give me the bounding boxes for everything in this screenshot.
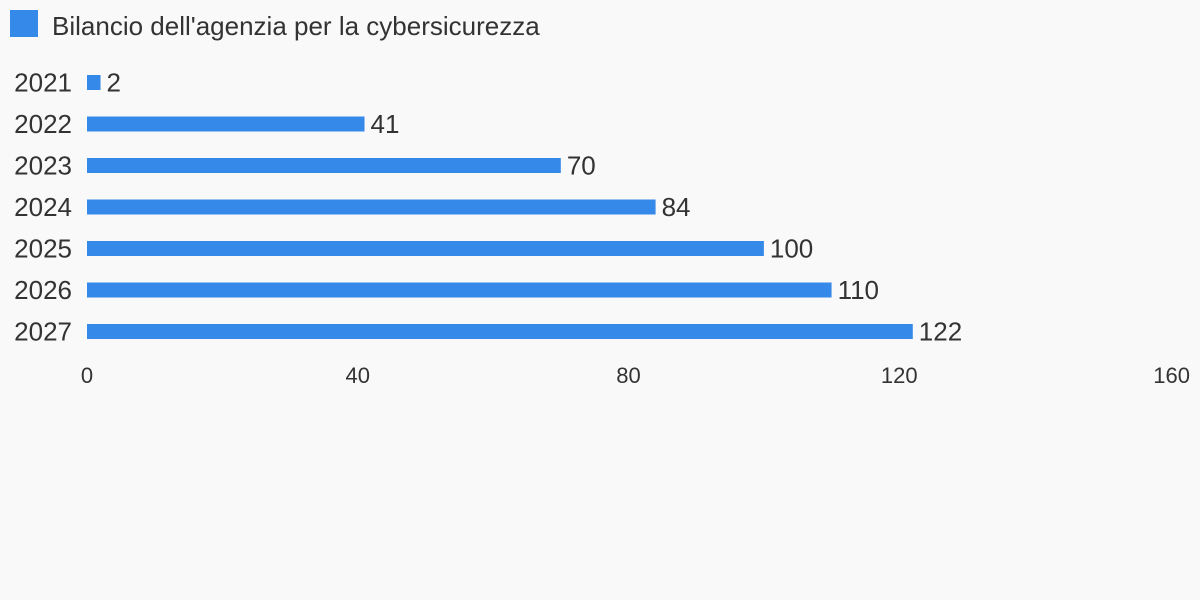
category-label-2025: 2025	[14, 234, 72, 264]
bar-2024	[87, 199, 656, 215]
category-label-2024: 2024	[14, 192, 72, 222]
legend: Bilancio dell'agenzia per la cybersicure…	[10, 10, 540, 41]
x-axis-ticks: 0 40 80 120 160	[81, 363, 1190, 388]
value-label-2022: 41	[371, 109, 400, 139]
x-tick-label-0: 0	[81, 363, 93, 388]
value-label-2025: 100	[770, 234, 813, 264]
bar-2026	[87, 282, 832, 298]
category-label-2027: 2027	[14, 317, 72, 347]
value-label-2023: 70	[567, 151, 596, 181]
value-label-2026: 110	[838, 275, 879, 305]
category-label-2021: 2021	[14, 68, 72, 98]
bar-2025	[87, 241, 764, 256]
category-labels: 2021 2022 2023 2024 2025 2026 2027	[14, 68, 72, 347]
bar-2021	[87, 75, 101, 90]
category-label-2022: 2022	[14, 109, 72, 139]
value-label-2024: 84	[662, 192, 691, 222]
x-tick-label-80: 80	[616, 363, 640, 388]
category-label-2023: 2023	[14, 151, 72, 181]
bar-2023	[87, 158, 561, 173]
bar-2027	[87, 324, 913, 339]
category-label-2026: 2026	[14, 275, 72, 305]
bar-2022	[87, 116, 365, 132]
x-tick-label-160: 160	[1153, 363, 1190, 388]
x-tick-label-120: 120	[881, 363, 918, 388]
bars	[87, 75, 913, 339]
value-label-2027: 122	[919, 317, 962, 347]
legend-label: Bilancio dell'agenzia per la cybersicure…	[52, 11, 540, 41]
legend-swatch	[10, 10, 38, 37]
x-tick-label-40: 40	[346, 363, 370, 388]
value-labels: 2 41 70 84 100 110 122	[107, 68, 963, 347]
value-label-2021: 2	[107, 68, 121, 98]
